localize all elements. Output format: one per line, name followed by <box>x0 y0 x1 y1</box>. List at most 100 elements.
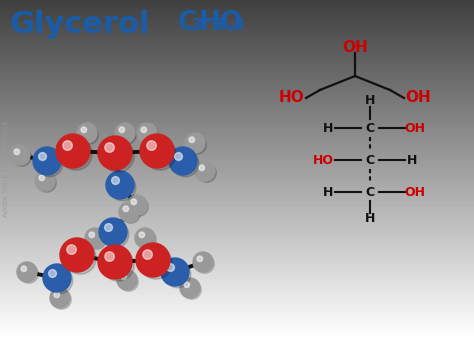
Text: HO: HO <box>312 153 334 167</box>
Circle shape <box>127 195 147 215</box>
Circle shape <box>123 206 128 212</box>
Circle shape <box>50 288 70 308</box>
Text: OH: OH <box>405 91 431 105</box>
Circle shape <box>98 136 132 170</box>
Text: OH: OH <box>404 121 426 135</box>
Circle shape <box>10 145 30 165</box>
Text: H: H <box>365 95 375 107</box>
Text: 3: 3 <box>192 18 202 33</box>
Circle shape <box>63 141 73 150</box>
Circle shape <box>141 127 146 132</box>
Circle shape <box>56 134 90 168</box>
Circle shape <box>129 197 148 216</box>
Circle shape <box>185 133 205 153</box>
Circle shape <box>119 202 139 222</box>
Text: C: C <box>365 121 374 135</box>
Text: H: H <box>323 186 333 198</box>
Circle shape <box>197 256 202 262</box>
Text: H: H <box>407 153 417 167</box>
Circle shape <box>139 125 158 144</box>
Text: Glycerol: Glycerol <box>10 10 150 39</box>
Text: C: C <box>178 10 197 36</box>
Circle shape <box>187 135 206 154</box>
Text: Adobe Stock | #189870616: Adobe Stock | #189870616 <box>3 121 10 217</box>
Circle shape <box>89 232 95 238</box>
Circle shape <box>115 123 135 143</box>
Circle shape <box>102 140 134 172</box>
Circle shape <box>105 143 114 152</box>
Circle shape <box>79 125 98 144</box>
Text: OH: OH <box>404 186 426 198</box>
Circle shape <box>60 238 94 272</box>
Circle shape <box>121 204 140 223</box>
Circle shape <box>46 267 73 294</box>
Circle shape <box>102 221 129 248</box>
Circle shape <box>172 150 199 177</box>
Circle shape <box>85 228 105 248</box>
Circle shape <box>121 274 127 280</box>
Circle shape <box>197 163 216 182</box>
Text: C: C <box>365 153 374 167</box>
Circle shape <box>99 218 127 246</box>
Circle shape <box>39 175 45 180</box>
Circle shape <box>117 270 137 290</box>
Circle shape <box>81 127 87 132</box>
Circle shape <box>199 165 205 171</box>
Circle shape <box>38 152 46 161</box>
Circle shape <box>182 280 201 299</box>
Text: HO: HO <box>279 91 305 105</box>
Circle shape <box>189 137 195 143</box>
Circle shape <box>64 242 96 274</box>
Circle shape <box>35 171 55 191</box>
Circle shape <box>14 149 19 154</box>
Circle shape <box>184 282 190 288</box>
Circle shape <box>135 228 155 248</box>
Circle shape <box>193 252 213 272</box>
Circle shape <box>166 264 174 271</box>
Circle shape <box>87 230 106 249</box>
Circle shape <box>169 147 197 175</box>
Circle shape <box>21 266 27 272</box>
Circle shape <box>131 199 137 204</box>
Circle shape <box>19 264 38 283</box>
Circle shape <box>140 134 174 168</box>
Text: H: H <box>365 213 375 225</box>
Text: 3: 3 <box>234 18 245 33</box>
Circle shape <box>174 152 182 161</box>
Circle shape <box>119 127 125 132</box>
Circle shape <box>52 290 71 309</box>
Circle shape <box>161 258 189 286</box>
Circle shape <box>119 272 138 291</box>
Circle shape <box>195 254 214 273</box>
Circle shape <box>106 171 134 199</box>
Circle shape <box>136 243 170 277</box>
Circle shape <box>54 292 60 297</box>
Circle shape <box>60 138 92 170</box>
Circle shape <box>12 147 31 166</box>
Circle shape <box>17 262 37 282</box>
Circle shape <box>180 278 200 298</box>
Circle shape <box>143 250 152 259</box>
Text: H: H <box>199 10 221 36</box>
Circle shape <box>49 270 56 277</box>
Circle shape <box>147 141 156 150</box>
Circle shape <box>102 249 134 281</box>
Text: H: H <box>323 121 333 135</box>
Circle shape <box>140 247 172 279</box>
Circle shape <box>195 161 215 181</box>
Circle shape <box>33 147 61 175</box>
Circle shape <box>144 138 176 170</box>
Circle shape <box>77 123 97 143</box>
Circle shape <box>109 174 136 201</box>
Text: O: O <box>220 10 243 36</box>
Circle shape <box>164 261 191 288</box>
Circle shape <box>139 232 145 238</box>
Circle shape <box>37 173 56 192</box>
Text: 8: 8 <box>213 18 224 33</box>
Circle shape <box>67 245 76 254</box>
Circle shape <box>105 252 114 261</box>
Circle shape <box>105 224 112 232</box>
Text: C: C <box>365 186 374 198</box>
Circle shape <box>117 125 137 144</box>
Text: OH: OH <box>342 40 368 54</box>
